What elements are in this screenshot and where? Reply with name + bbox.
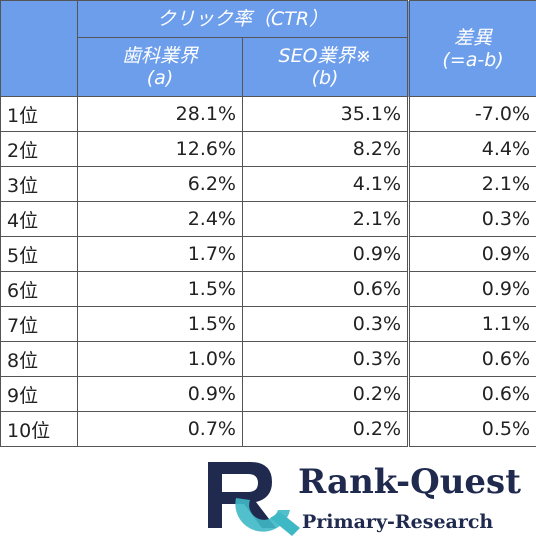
group-header: クリック率（CTR） [76, 0, 410, 38]
table-row: 4位 2.4% 2.1% 0.3% [0, 201, 536, 237]
column-title: 歯科業界 [121, 45, 198, 67]
column-title: SEO業界※ [278, 45, 372, 67]
value-cell: 12.6% [77, 131, 243, 167]
table-row: 5位 1.7% 0.9% 0.9% [0, 236, 536, 272]
table-row: 9位 0.9% 0.2% 0.6% [0, 376, 536, 412]
column-header: 差異 (=a-b) [407, 0, 536, 97]
value-cell: 0.2% [241, 411, 410, 447]
column-header: 歯科業界 (a) [77, 37, 243, 97]
value-cell: 2.4% [77, 201, 243, 237]
logo-tagline: Primary-Research [302, 511, 493, 533]
table-row: 8位 1.0% 0.3% 0.6% [0, 341, 536, 377]
value-cell: -7.0% [407, 96, 536, 132]
rank-cell: 10位 [0, 411, 78, 447]
rank-cell: 3位 [0, 166, 78, 202]
value-cell: 1.5% [77, 271, 243, 307]
table-row: 2位 12.6% 8.2% 4.4% [0, 131, 536, 167]
value-cell: 8.2% [241, 131, 410, 167]
value-cell: 0.7% [77, 411, 243, 447]
value-cell: 0.5% [407, 411, 536, 447]
column-sub: (a) [146, 67, 174, 89]
value-cell: 4.1% [241, 166, 410, 202]
rank-cell: 2位 [0, 131, 78, 167]
value-cell: 0.6% [407, 376, 536, 412]
logo-q-tail [270, 512, 300, 536]
column-title: 差異 [454, 26, 493, 49]
value-cell: 0.9% [407, 236, 536, 272]
column-header: SEO業界※ (b) [241, 37, 410, 97]
rank-cell: 4位 [0, 201, 78, 237]
value-cell: 0.3% [241, 341, 410, 377]
value-cell: 1.5% [77, 306, 243, 342]
ctr-table: クリック率（CTR） 差異 (=a-b) 歯科業界 (a) SEO業界※ (b)… [0, 0, 536, 447]
value-cell: 1.1% [407, 306, 536, 342]
logo-q [235, 498, 290, 532]
logo-name: Rank-Quest [298, 462, 521, 502]
corner-cell [0, 0, 78, 97]
column-sub: (=a-b) [442, 48, 504, 71]
rank-cell: 5位 [0, 236, 78, 272]
table-row: 7位 1.5% 0.3% 1.1% [0, 306, 536, 342]
table-row: 6位 1.5% 0.6% 0.9% [0, 271, 536, 307]
value-cell: 1.7% [77, 236, 243, 272]
value-cell: 1.0% [77, 341, 243, 377]
logo: Rank-Quest Primary-Research [208, 462, 521, 536]
value-cell: 28.1% [77, 96, 243, 132]
column-sub: (b) [311, 67, 339, 89]
value-cell: 0.9% [77, 376, 243, 412]
value-cell: 6.2% [77, 166, 243, 202]
table-body: 1位 28.1% 35.1% -7.0% 2位 12.6% 8.2% 4.4% 3位 6.2% 4.… [0, 96, 536, 447]
logo-icon [208, 462, 300, 536]
rank-cell: 7位 [0, 306, 78, 342]
logo-r [208, 462, 276, 528]
rank-cell: 9位 [0, 376, 78, 412]
rank-cell: 1位 [0, 96, 78, 132]
table-row: 3位 6.2% 4.1% 2.1% [0, 166, 536, 202]
value-cell: 0.2% [241, 376, 410, 412]
rank-cell: 6位 [0, 271, 78, 307]
value-cell: 0.9% [407, 271, 536, 307]
value-cell: 0.3% [407, 201, 536, 237]
value-cell: 0.6% [407, 341, 536, 377]
value-cell: 35.1% [241, 96, 410, 132]
table-row: 10位 0.7% 0.2% 0.5% [0, 411, 536, 447]
value-cell: 4.4% [407, 131, 536, 167]
value-cell: 0.9% [241, 236, 410, 272]
table-row: 1位 28.1% 35.1% -7.0% [0, 96, 536, 132]
value-cell: 0.3% [241, 306, 410, 342]
value-cell: 2.1% [407, 166, 536, 202]
value-cell: 2.1% [241, 201, 410, 237]
value-cell: 0.6% [241, 271, 410, 307]
rank-cell: 8位 [0, 341, 78, 377]
